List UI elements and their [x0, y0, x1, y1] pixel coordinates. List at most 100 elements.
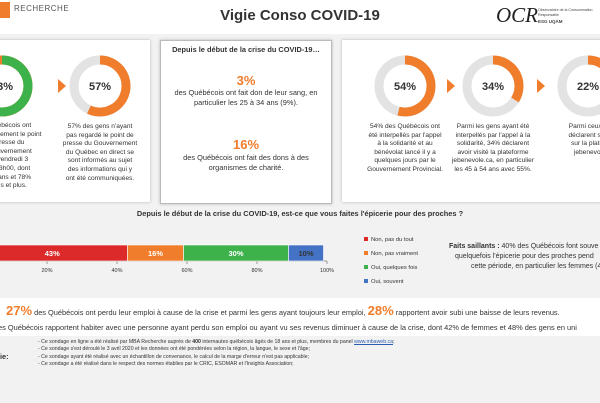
text-line: ont été communiquées. — [65, 174, 135, 182]
bullet: - — [38, 346, 42, 353]
bullet: - — [38, 339, 42, 345]
arrow — [537, 79, 545, 93]
highlight-line: quelquefois l'épicerie pour des proches … — [455, 253, 594, 260]
text-line: presse du — [0, 139, 25, 147]
center-heading: Depuis le début de la crise du COVID-19… — [172, 45, 320, 54]
stat: 3% — [236, 73, 256, 88]
donut-text: Parmi ceux edéclarent s'êtsur la platefj… — [543, 123, 600, 157]
note: - Ce sondage s'est déroulé le 3 avril 20… — [38, 346, 394, 353]
highlight-line: 40% des Québécois font souve — [501, 243, 599, 250]
text-line: sur la platef — [570, 140, 600, 148]
question: Depuis le début de la crise du COVID-19,… — [136, 209, 464, 218]
logo-right: OCR — [496, 3, 538, 27]
bar-segment — [288, 244, 324, 262]
donut-label: 34% — [482, 81, 504, 93]
logo-mark — [0, 2, 10, 18]
text: des Québécois ont perdu leur emploi à ca… — [32, 308, 368, 317]
text-line: jebenevole.ca, en particulier — [451, 157, 535, 165]
text-line: Gouvernement — [0, 147, 32, 155]
stat: 28% — [367, 303, 394, 318]
bar-label: 16% — [148, 249, 163, 258]
note-part: Ce sondage ayant été réalisé avec un éch… — [41, 353, 310, 360]
bullet: - — [38, 361, 42, 368]
bullet: - — [38, 353, 42, 360]
legend-swatch — [364, 265, 368, 269]
text-line: du Québec en direct se — [65, 148, 135, 156]
legend-label: Non, pas vraiment — [371, 251, 418, 257]
bottom-line: 27% des Québécois ont perdu leur emploi … — [6, 303, 560, 318]
text-line: bénévolat lancé il y a — [374, 148, 436, 156]
note-part: Ce sondage a été réalisé dans le respect… — [41, 361, 294, 368]
legend-swatch — [364, 237, 368, 241]
highlights: Faits saillants : 40% des Québécois font… — [449, 242, 600, 272]
x-tick-label: 80% — [251, 268, 262, 274]
footer-label: ie: — [0, 352, 9, 361]
stat-text: des Québécois ont fait des dons à des or… — [183, 153, 309, 172]
x-tick-label: 100% — [320, 268, 334, 274]
x-tick-label: 60% — [181, 268, 192, 274]
note: - Ce sondage ayant été réalisé avec un é… — [38, 354, 394, 361]
bar-segment — [0, 244, 128, 262]
text-line: u vendredi 3 — [0, 156, 29, 164]
text-line: Parmi ceux e — [568, 123, 600, 130]
legend-label: Non, pas du tout — [371, 237, 414, 243]
stat-text: des Québécois ont fait don de leur sang,… — [174, 88, 318, 107]
text-line: des informations qui y — [67, 165, 133, 173]
text-line: été interpellés par l'appel — [368, 131, 442, 139]
text-line: é directement le point — [0, 130, 42, 138]
donut-label: 57% — [89, 81, 111, 93]
donut-arc — [397, 55, 436, 117]
text-line: 57% des gens n'ayant — [67, 123, 133, 130]
logo-left: RECHERCHE — [14, 4, 70, 13]
donut-text: Parmi les gens ayant été interpellés par … — [448, 123, 538, 175]
text-line: Parmi les gens ayant été — [456, 123, 530, 130]
text-line: jebenevol — [573, 148, 600, 156]
x-tick-label: 40% — [111, 268, 122, 274]
center-panel — [160, 40, 332, 204]
donut-arc — [87, 55, 131, 117]
text-line: les 45 à 54 ans avec 55%. — [454, 165, 532, 173]
note: - Ce sondage en ligne a été réalisé par … — [38, 339, 394, 346]
bar-label: 43% — [45, 249, 60, 258]
text-line: sont informés au sujet — [67, 157, 133, 165]
x-tick-label: 20% — [41, 268, 52, 274]
donut-label: 63% — [0, 81, 13, 93]
text-line: presse du Gouvernement — [62, 140, 138, 148]
text-line: ans et plus. — [0, 182, 27, 190]
donut-arc — [0, 55, 33, 117]
text: rapportent avoir subi une baisse de leur… — [393, 308, 560, 317]
donut-label: 54% — [394, 81, 416, 93]
logo-sub: Observatoire de la Consommation Responsa… — [538, 8, 593, 17]
text-line: à la solidarité et au — [377, 140, 433, 148]
donut-label: 22% — [577, 81, 599, 93]
bar-label: 10% — [298, 249, 313, 258]
note: - Ce sondage a été réalisé dans le respe… — [38, 361, 394, 368]
notes: - Ce sondage en ligne a été réalisé par … — [38, 339, 394, 369]
text-line: à 13h00, dont — [0, 164, 31, 172]
arrow — [447, 79, 455, 93]
bar-label: 30% — [228, 249, 243, 258]
stat: 16% — [232, 137, 260, 152]
highlights-title: Faits saillants : — [449, 243, 500, 250]
bottom-line: es Québécois rapportent habiter avec une… — [0, 323, 577, 332]
note-part: 400 — [192, 339, 201, 345]
text-line: déclarent s'êt — [568, 131, 600, 139]
donut-text: 54% des Québécois ont été interpellés par… — [360, 123, 450, 175]
legend-swatch — [364, 279, 368, 283]
text-line: pas regardé le point de — [66, 131, 134, 139]
text-line: interpellés par l'appel à la — [455, 131, 531, 139]
note-part: www.mbaweb.ca — [354, 339, 393, 345]
highlight-line: cette période, en particulier les femmes… — [471, 263, 600, 270]
note-part: Ce sondage s'est déroulé le 3 avril 2020… — [41, 346, 310, 353]
donut-arc — [587, 55, 600, 69]
text-line: Québécois ont — [0, 122, 32, 129]
text-line: solidarité, 34% déclarent — [456, 140, 530, 148]
legend-swatch — [364, 251, 368, 255]
text-line: avoir visité la plateforme — [457, 148, 529, 156]
note-part: Ce sondage en ligne a été réalisé par MB… — [41, 339, 193, 345]
legend-label: Oui, quelques fois — [371, 265, 418, 271]
note-part: internautes québécois âgés de 18 ans et … — [200, 339, 355, 345]
